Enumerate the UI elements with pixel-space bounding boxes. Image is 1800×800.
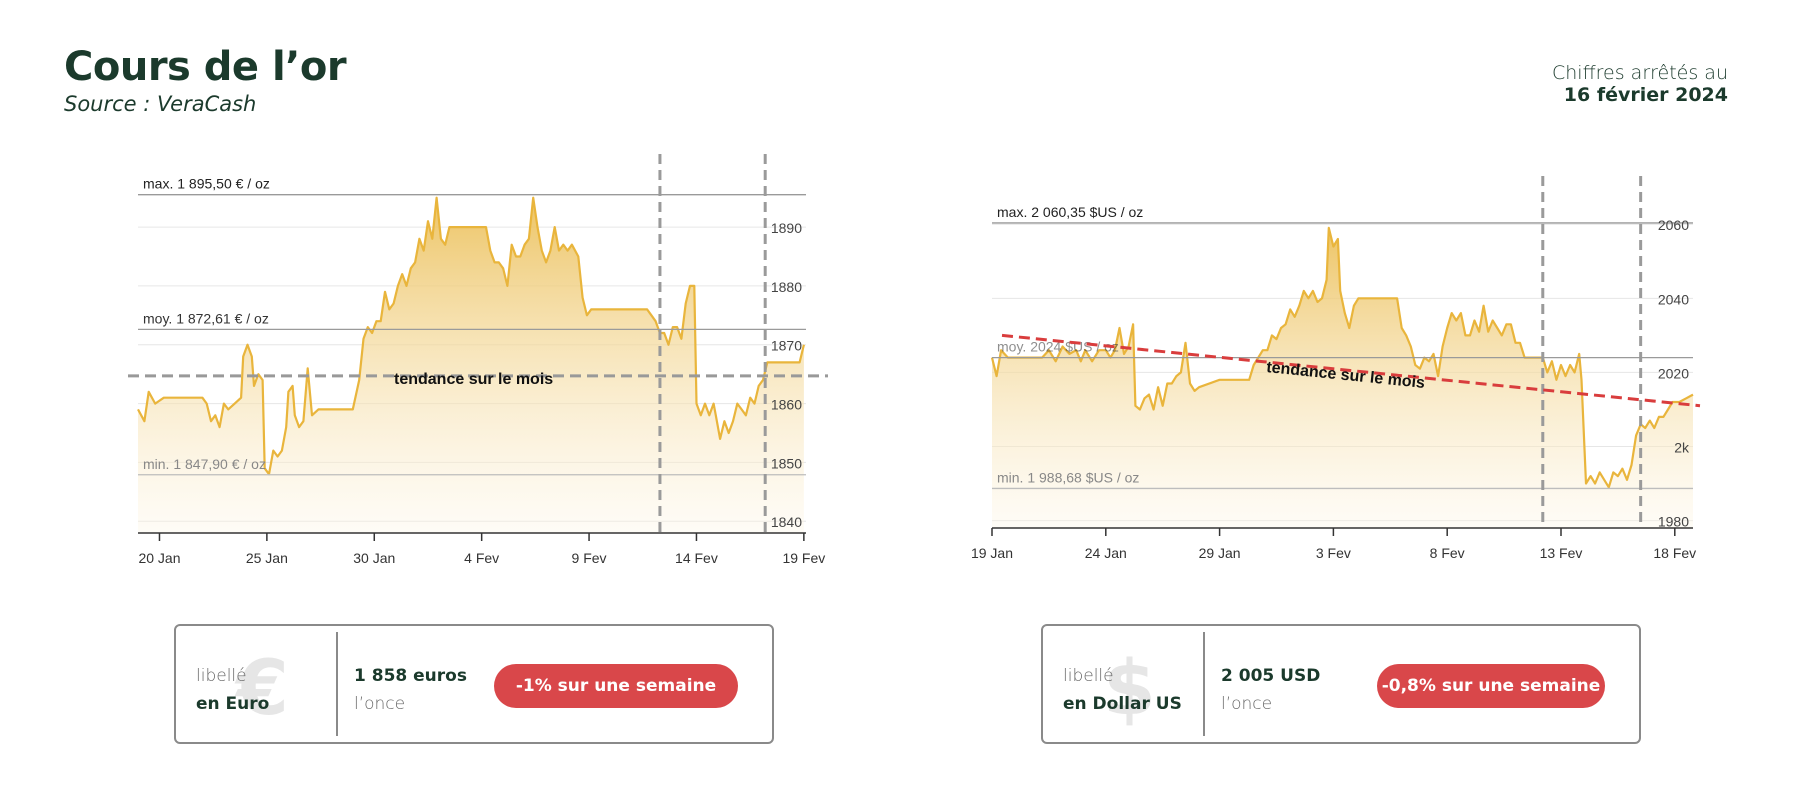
x-tick-label: 19 Fev	[782, 550, 825, 566]
y-tick-label: 2020	[1658, 365, 1689, 381]
x-tick-label: 29 Jan	[1199, 545, 1241, 561]
price-line	[137, 196, 805, 476]
dollar-icon: $	[1103, 643, 1156, 732]
euro-icon: €	[236, 643, 289, 732]
max-label: max. 1 895,50 € / oz	[143, 176, 270, 192]
min-label: min. 1 988,68 $US / oz	[997, 469, 1139, 485]
x-tick-label: 9 Fev	[572, 550, 607, 566]
x-tick-label: 8 Fev	[1430, 545, 1465, 561]
min-label: min. 1 847,90 € / oz	[143, 456, 266, 472]
as-of-date: Chiffres arrêtés au 16 février 2024	[1552, 62, 1728, 106]
price-value: 2 005 USD	[1221, 666, 1321, 686]
price-block: 1 858 euros l’once	[354, 662, 467, 718]
x-tick-label: 4 Fev	[464, 550, 499, 566]
x-tick-label: 3 Fev	[1316, 545, 1351, 561]
y-tick-label: 2k	[1674, 440, 1690, 456]
currency-label: € libellé en Euro	[196, 650, 289, 726]
y-tick-label: 2040	[1658, 291, 1689, 307]
y-tick-label: 1980	[1658, 514, 1689, 530]
y-tick-label: 1860	[771, 397, 802, 413]
as-of-label: Chiffres arrêtés au	[1551, 62, 1728, 84]
currency-label: $ libellé en Dollar US	[1063, 650, 1182, 726]
trend-label: tendance sur le mois	[394, 371, 553, 388]
trend-line	[1001, 333, 1701, 408]
x-tick-label: 14 Fev	[675, 550, 718, 566]
weekly-change-badge: -0,8% sur une semaine	[1377, 664, 1605, 708]
y-tick-label: 1880	[771, 279, 802, 295]
price-unit: l’once	[1221, 694, 1273, 714]
avg-label: moy. 1 872,61 € / oz	[143, 310, 269, 326]
price-value: 1 858 euros	[354, 666, 467, 686]
page-source: Source : VeraCash	[64, 92, 257, 116]
y-tick-label: 1850	[771, 455, 802, 471]
y-tick-label: 2060	[1658, 217, 1689, 233]
page-title: Cours de l’or	[64, 44, 347, 90]
info-box-dollar: $ libellé en Dollar US 2 005 USD l’once …	[1041, 624, 1641, 744]
as-of-value: 16 février 2024	[1563, 84, 1728, 106]
x-tick-label: 20 Jan	[138, 550, 180, 566]
price-area	[992, 227, 1693, 528]
x-tick-label: 24 Jan	[1085, 545, 1127, 561]
weekly-change-badge: -1% sur une semaine	[494, 664, 738, 708]
info-box-euro: € libellé en Euro 1 858 euros l’once -1%…	[174, 624, 774, 744]
x-tick-label: 13 Fev	[1540, 545, 1583, 561]
price-area	[138, 197, 804, 533]
y-tick-label: 1870	[771, 338, 802, 354]
x-tick-label: 19 Jan	[971, 545, 1013, 561]
currency-label-prefix: libellé	[1063, 666, 1114, 686]
price-line	[990, 226, 1694, 489]
price-unit: l’once	[354, 694, 406, 714]
divider	[336, 632, 338, 736]
currency-label-prefix: libellé	[196, 666, 247, 686]
y-tick-label: 1890	[771, 220, 802, 236]
x-tick-label: 18 Fev	[1653, 545, 1696, 561]
x-tick-label: 30 Jan	[353, 550, 395, 566]
y-tick-label: 1840	[771, 514, 802, 530]
divider	[1203, 632, 1205, 736]
chart-gold-euro: max. 1 895,50 € / oz moy. 1 872,61 € / oz…	[128, 154, 828, 566]
currency-label-name: en Dollar US	[1063, 694, 1182, 714]
price-block: 2 005 USD l’once	[1221, 662, 1320, 718]
currency-label-name: en Euro	[196, 694, 270, 714]
max-label: max. 2 060,35 $US / oz	[997, 204, 1143, 220]
x-tick-label: 25 Jan	[246, 550, 288, 566]
